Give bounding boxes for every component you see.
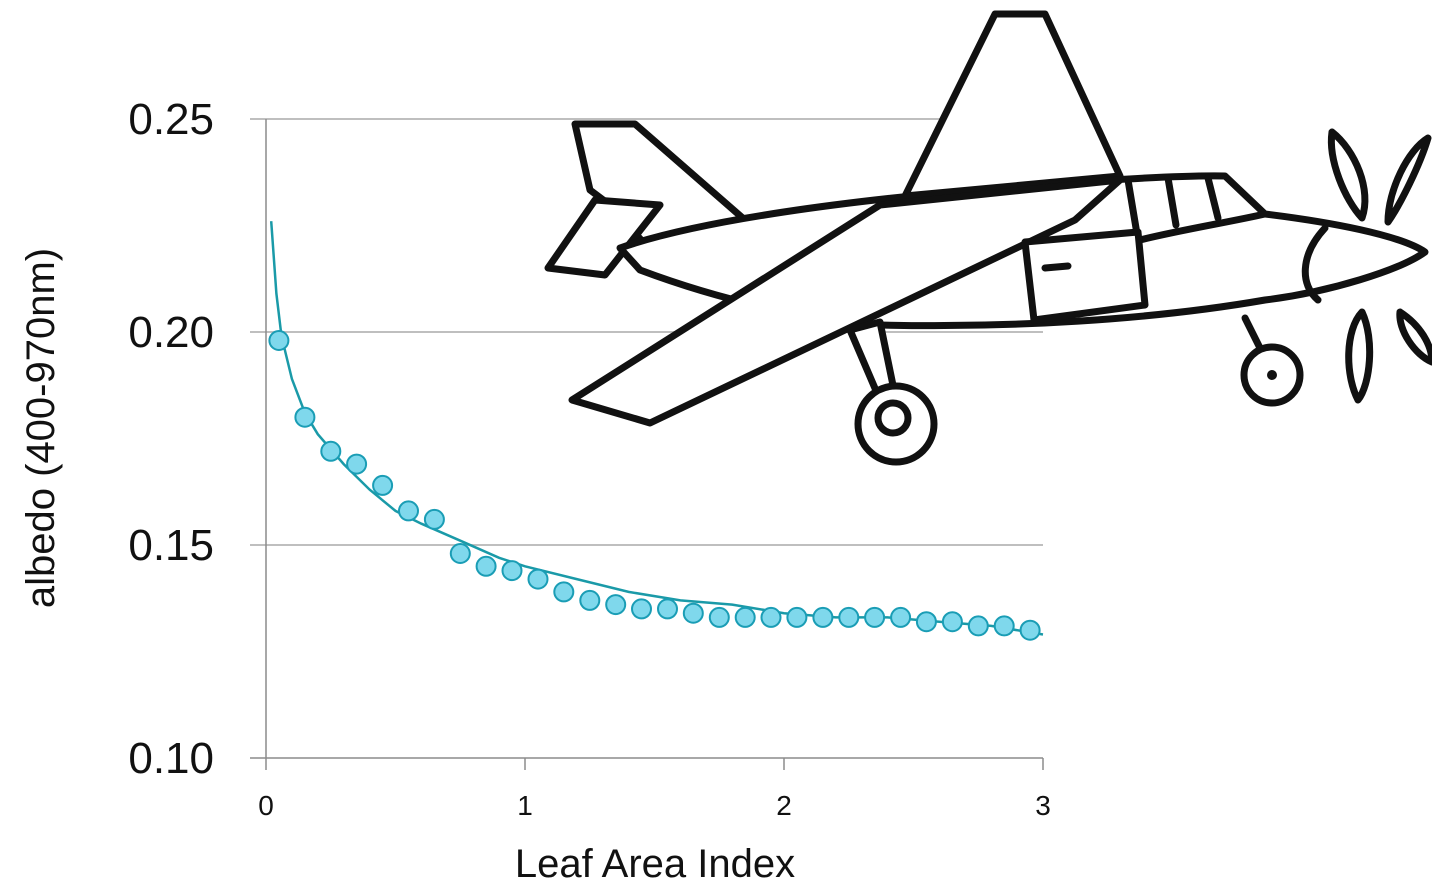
data-point	[708, 606, 730, 628]
data-point	[423, 508, 445, 530]
y-tick-label: 0.20	[128, 308, 214, 357]
data-point	[294, 406, 316, 428]
data-point	[941, 611, 963, 633]
x-tick-label: 3	[1035, 790, 1051, 821]
y-tick-label: 0.25	[128, 95, 214, 144]
data-point	[734, 606, 756, 628]
data-point	[605, 594, 627, 616]
data-point	[527, 568, 549, 590]
grid-layer	[250, 118, 1043, 546]
y-tick-label: 0.15	[128, 521, 214, 570]
data-point	[786, 606, 808, 628]
data-point	[372, 474, 394, 496]
data-point	[657, 598, 678, 620]
data-point	[501, 560, 523, 582]
data-point	[915, 611, 937, 633]
data-point	[890, 606, 912, 628]
data-point	[967, 615, 989, 637]
data-point	[398, 500, 419, 522]
airplane-icon	[544, 10, 1432, 466]
x-tick-label: 2	[776, 790, 792, 821]
axis-layer	[250, 119, 1044, 770]
data-point	[268, 330, 290, 351]
data-point	[579, 589, 601, 611]
data-point	[682, 602, 704, 624]
data-point	[449, 543, 471, 564]
x-tick-label: 1	[517, 790, 533, 821]
data-point	[475, 555, 497, 577]
data-point	[760, 606, 782, 628]
x-axis-title: Leaf Area Index	[515, 842, 795, 886]
data-point	[838, 606, 860, 628]
data-point	[993, 615, 1015, 637]
data-point	[320, 440, 342, 462]
x-tick-label: 0	[258, 790, 274, 821]
data-point	[631, 598, 652, 620]
data-point	[1019, 619, 1041, 641]
data-point	[553, 581, 575, 603]
data-point	[864, 606, 886, 628]
y-axis-title: albedo (400-970nm)	[19, 248, 63, 608]
point-layer	[268, 330, 1041, 641]
data-point	[812, 606, 834, 628]
data-point	[346, 453, 368, 475]
tick-label-layer: 0.10 0.15 0.20 0.25 0 1 2 3	[128, 95, 1050, 821]
y-tick-label: 0.10	[128, 734, 214, 783]
